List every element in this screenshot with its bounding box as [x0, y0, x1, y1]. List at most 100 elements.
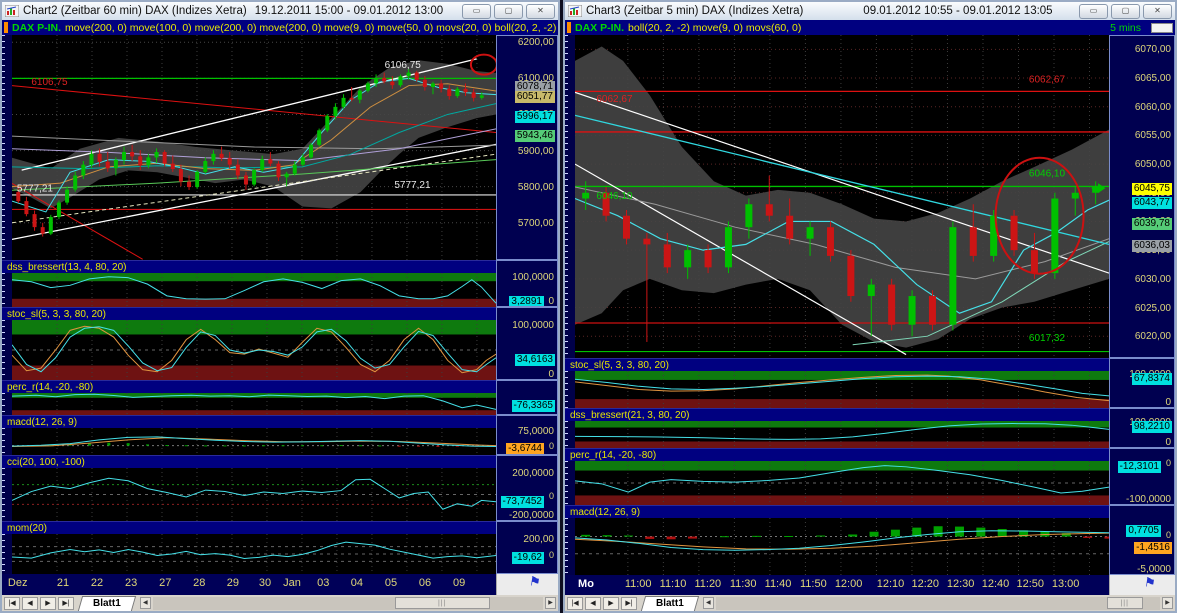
chart-panel: stoc_sl(5, 3, 3, 80, 20)100,0000067,8374 [565, 358, 1175, 408]
chart-plot[interactable] [11, 273, 497, 307]
sheet-tab-blatt1[interactable]: Blatt1 [640, 595, 699, 611]
chart-plot[interactable] [574, 421, 1110, 448]
panel-header: cci(20, 100, -100) [2, 455, 496, 468]
scroll-right-button[interactable]: ▶ [1162, 597, 1173, 609]
chart-panel: 6106,75 6106,75 5777,21 5777,21 6200,00 6100,… [2, 35, 558, 260]
tick-strip [2, 35, 12, 260]
chart-panel: cci(20, 100, -100) 200,0000 0 -200,0000 -73,… [2, 455, 558, 521]
x-axis-label: 05 [384, 577, 398, 589]
window-chart3[interactable]: Chart3 (Zeitbar 5 min) DAX (Indizes Xetr… [563, 0, 1177, 613]
restore-button[interactable]: ▢ [1111, 3, 1140, 19]
axis-label: 0 [548, 491, 554, 502]
prev-sheet-button[interactable]: ◀ [585, 596, 601, 610]
collapsed-panel-icon[interactable] [1151, 22, 1173, 33]
first-sheet-button[interactable]: |◀ [4, 596, 20, 610]
window-title-range: 09.01.2012 10:55 - 09.01.2012 13:05 [863, 5, 1053, 17]
axis-label: 0 [548, 296, 554, 307]
x-axis-label: 11:10 [659, 578, 687, 590]
x-axis-label: 12:20 [911, 578, 940, 590]
scroll-right-button[interactable]: ▶ [545, 597, 556, 609]
restore-button[interactable]: ▢ [494, 3, 523, 19]
svg-text:5777,21: 5777,21 [394, 180, 431, 191]
chart-panel: perc_r(14, -20, -80) 0 -100,0000 -12,3101 [565, 448, 1175, 505]
window-chart2[interactable]: Chart2 (Zeitbar 60 min) DAX (Indizes Xet… [0, 0, 560, 613]
last-sheet-button[interactable]: ▶| [58, 596, 74, 610]
value-axis: 200,0000 0 -200,0000 -73,7452 [496, 455, 558, 521]
x-axis-corner: ⚑ [1109, 574, 1175, 595]
x-axis-label: 27 [159, 577, 172, 589]
window-title-range: 19.12.2011 15:00 - 09.01.2012 13:00 [254, 5, 444, 17]
value-box: 98,2210 [1131, 421, 1172, 434]
titlebar-chart3[interactable]: Chart3 (Zeitbar 5 min) DAX (Indizes Xetr… [565, 2, 1175, 20]
chart-plot[interactable]: 6062,67 6062,67 6046,10 6046,10 6017,32 [574, 35, 1110, 358]
minimize-button[interactable]: ▭ [462, 3, 491, 19]
tick-strip [2, 273, 12, 307]
value-box: -3,6744 [506, 442, 544, 454]
value-box: -73,7452 [500, 496, 544, 509]
x-axis-label: 12:40 [981, 578, 1010, 590]
x-axis-label: 04 [350, 577, 363, 589]
sheet-tab-blatt1[interactable]: Blatt1 [77, 595, 136, 611]
h-scrollbar[interactable]: ||| [152, 596, 543, 610]
x-axis-corner: ⚑ [496, 573, 558, 595]
close-button[interactable]: ✕ [1143, 3, 1172, 19]
indicator-bar: DAX P-IN. move(200, 0) move(100, 0) move… [2, 20, 558, 35]
panel-header: stoc_sl(5, 3, 3, 80, 20) [2, 307, 496, 320]
x-axis-label: 03 [317, 577, 330, 589]
value-axis: 6200,006100,006000,005900,005800,005700,… [496, 35, 558, 260]
value-axis: 100,0000098,2210 [1109, 408, 1175, 448]
svg-text:6062,67: 6062,67 [1029, 75, 1066, 86]
value-axis: 6070,00 6065,00 6060,00 6055,00 6050,00 6045,… [1109, 35, 1175, 358]
close-button[interactable]: ✕ [526, 3, 555, 19]
axis-label: 0 [548, 369, 554, 380]
window-title: Chart3 (Zeitbar 5 min) DAX (Indizes Xetr… [586, 5, 804, 17]
indicator-params: boll(20, 2, -2) move(9, 0) movs(60, 0) [628, 21, 802, 34]
value-box: -1,4516 [1134, 541, 1172, 554]
panel-header: dss_bressert(13, 4, 80, 20) [2, 260, 496, 273]
h-scrollbar-thumb[interactable]: ||| [394, 596, 490, 609]
chart-plot[interactable] [11, 428, 498, 455]
chart-plot[interactable] [11, 468, 497, 521]
sheet-tab-bar: |◀ ◀ ▶ ▶| Blatt1 ◀ ||| ▶ [2, 595, 558, 611]
x-axis-label: 11:40 [764, 578, 792, 590]
chart-plot[interactable]: 6106,75 6106,75 5777,21 5777,21 [11, 35, 498, 260]
h-scrollbar-thumb[interactable]: ||| [1106, 596, 1143, 609]
x-axis-label: 11:30 [729, 578, 757, 590]
axis-label: 6070,00 [1134, 44, 1171, 56]
svg-text:6046,10: 6046,10 [596, 191, 633, 202]
value-axis: 75,0000 0 -3,6744 [496, 415, 558, 455]
next-sheet-button[interactable]: ▶ [40, 596, 56, 610]
chart-plot[interactable] [11, 534, 497, 574]
x-axis-label: 11:50 [800, 578, 827, 590]
tick-strip [565, 461, 575, 505]
chart-plot[interactable] [574, 371, 1110, 408]
panel-header: mom(20) [2, 521, 496, 534]
scroll-left-button[interactable]: ◀ [702, 597, 714, 609]
axis-label: 6050,00 [1134, 159, 1171, 171]
flag-icon: ⚑ [527, 573, 542, 590]
chart-plot[interactable] [574, 461, 1110, 505]
first-sheet-button[interactable]: |◀ [567, 596, 583, 610]
titlebar-chart2[interactable]: Chart2 (Zeitbar 60 min) DAX (Indizes Xet… [2, 2, 558, 20]
panel-header: perc_r(14, -20, -80) [565, 448, 1109, 461]
chart-plot[interactable] [574, 518, 1114, 575]
x-axis-label: 11:20 [694, 578, 722, 590]
chart-plot[interactable] [11, 393, 497, 415]
tick-strip [565, 421, 575, 448]
x-axis-label: Jan [283, 577, 301, 589]
axis-label: 0 [1165, 437, 1171, 448]
value-box: 67,8374 [1131, 373, 1172, 386]
chart-plot[interactable] [11, 320, 497, 380]
last-sheet-button[interactable]: ▶| [621, 596, 637, 610]
scroll-left-button[interactable]: ◀ [139, 597, 151, 609]
axis-label: -100,0000 [1125, 494, 1171, 505]
axis-label: -5,0000 [1137, 564, 1171, 575]
minimize-button[interactable]: ▭ [1079, 3, 1108, 19]
x-axis-label: 12:00 [834, 578, 863, 590]
axis-label: 6020,00 [1134, 331, 1171, 343]
tick-strip [2, 393, 12, 415]
h-scrollbar[interactable]: ||| [715, 596, 1160, 610]
next-sheet-button[interactable]: ▶ [603, 596, 619, 610]
prev-sheet-button[interactable]: ◀ [22, 596, 38, 610]
